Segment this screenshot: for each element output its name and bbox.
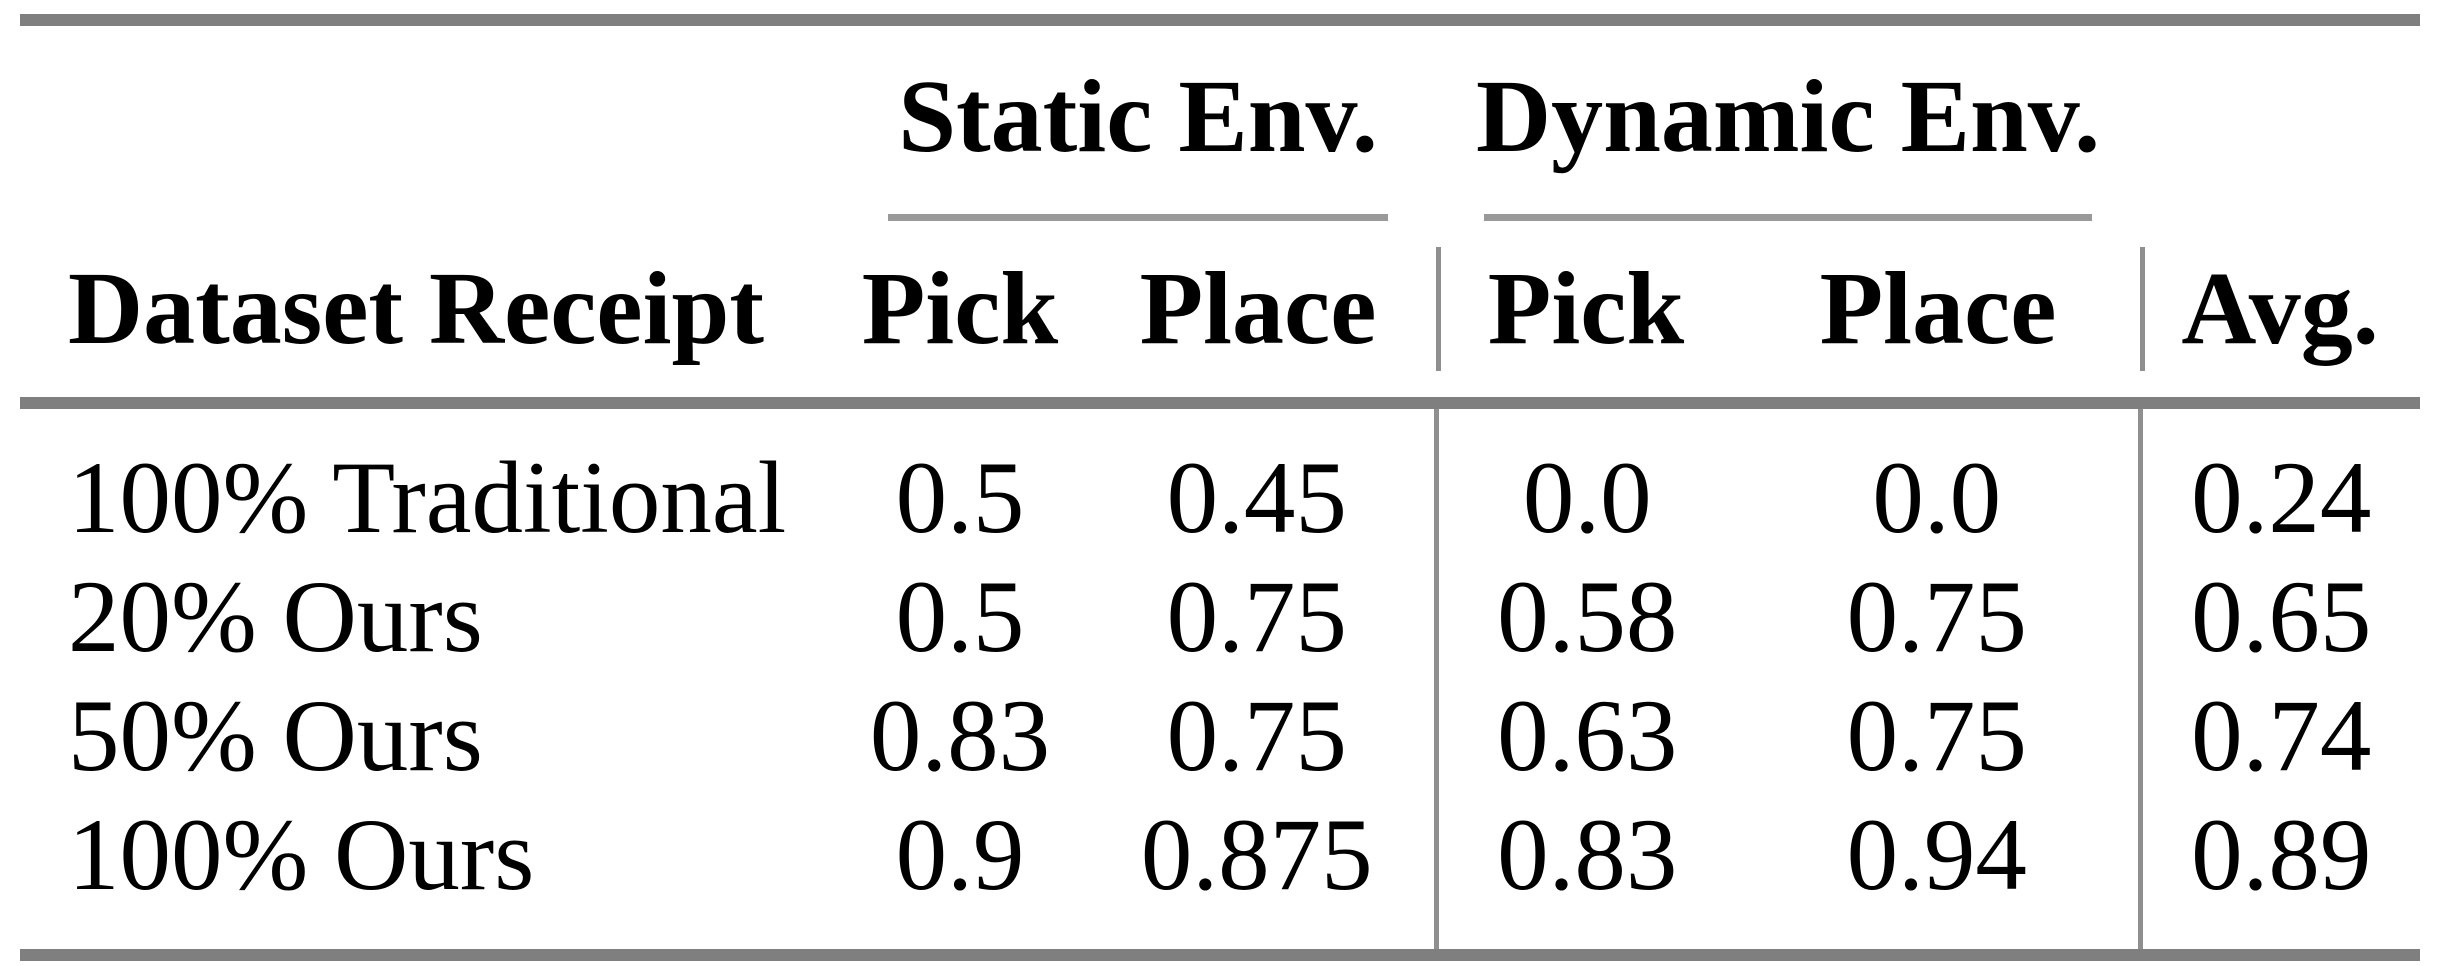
cell-avg: 0.89 — [2137, 796, 2421, 955]
cell-static-pick: 0.9 — [895, 798, 1025, 912]
column-header-static-pick: Pick — [840, 221, 1080, 409]
row-label: 100% Traditional — [68, 441, 787, 555]
group-header-dynamic-label: Dynamic Env. — [1475, 58, 2101, 174]
cell-dynamic-pick: 0.0 — [1433, 403, 1737, 558]
row-label: 100% Ours — [68, 798, 535, 912]
column-header-static-place: Place — [1080, 221, 1437, 409]
cmidrule-static — [888, 214, 1389, 221]
cell-dynamic-place: 0.75 — [1846, 679, 2027, 793]
cell-dynamic-pick: 0.58 — [1433, 558, 1737, 677]
column-header-avg: Avg. — [2140, 221, 2421, 409]
group-header-spacer-right — [2140, 20, 2420, 221]
column-header-dynamic-place: Place — [1736, 221, 2141, 409]
cmidrule-dynamic — [1484, 214, 2093, 221]
cell-static-place: 0.75 — [1166, 560, 1347, 674]
cell-static-pick: 0.5 — [895, 441, 1025, 555]
cell-dynamic-place: 0.94 — [1846, 798, 2027, 912]
table-row: 100% Traditional 0.5 0.45 0.0 0.0 0.24 — [20, 403, 2421, 558]
cell-static-pick: 0.5 — [895, 560, 1025, 674]
row-label: 50% Ours — [68, 679, 483, 793]
cell-dynamic-pick: 0.63 — [1433, 677, 1737, 796]
group-header-static-label: Static Env. — [898, 58, 1378, 174]
group-header-row: Static Env. Dynamic Env. — [20, 20, 2420, 221]
column-header-dataset: Dataset Receipt — [20, 221, 840, 409]
cell-static-place: 0.45 — [1166, 441, 1347, 555]
row-label: 20% Ours — [68, 560, 483, 674]
cell-dynamic-place: 0.75 — [1846, 560, 2027, 674]
cell-avg: 0.24 — [2137, 403, 2421, 558]
table-row: 50% Ours 0.83 0.75 0.63 0.75 0.74 — [20, 677, 2421, 796]
table-row: 100% Ours 0.9 0.875 0.83 0.94 0.89 — [20, 796, 2421, 955]
column-header-row: Dataset Receipt Pick Place Pick Place Av… — [20, 221, 2421, 409]
cell-static-pick: 0.83 — [869, 679, 1051, 793]
cell-avg: 0.65 — [2137, 558, 2421, 677]
group-header-static: Static Env. — [840, 20, 1436, 221]
group-header-dynamic: Dynamic Env. — [1436, 20, 2140, 221]
cell-static-place: 0.875 — [1140, 798, 1373, 912]
cell-dynamic-place: 0.0 — [1872, 441, 2002, 555]
cell-dynamic-pick: 0.83 — [1433, 796, 1737, 955]
cell-static-place: 0.75 — [1166, 679, 1347, 793]
cell-avg: 0.74 — [2137, 677, 2421, 796]
column-header-dynamic-pick: Pick — [1436, 221, 1737, 409]
table-row: 20% Ours 0.5 0.75 0.58 0.75 0.65 — [20, 558, 2421, 677]
group-header-spacer-left — [20, 20, 840, 221]
results-table: Static Env. Dynamic Env. Dataset Receipt… — [20, 14, 2421, 961]
